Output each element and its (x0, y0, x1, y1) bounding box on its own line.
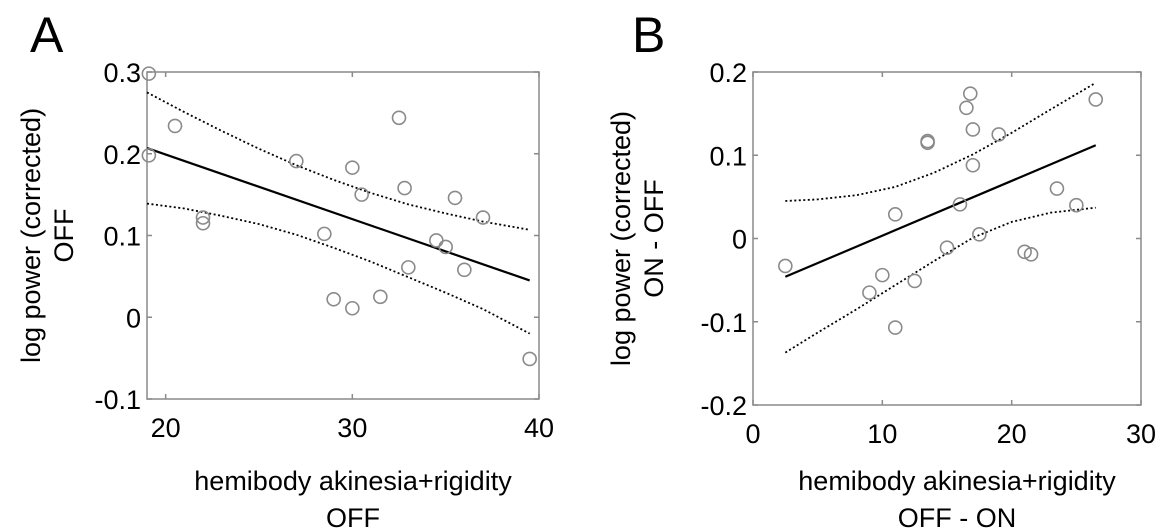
data-point (907, 273, 922, 289)
x-axis-label: hemibody akinesia+rigidity (798, 466, 1116, 496)
data-point (289, 153, 304, 169)
x-tick-label: 20 (151, 413, 181, 443)
data-point (965, 157, 981, 173)
confidence-band-upper (785, 82, 1097, 202)
regression-line (784, 144, 1097, 278)
x-tick-label: 0 (745, 419, 760, 449)
plot-frame (146, 71, 540, 400)
data-point (141, 66, 157, 81)
data-point (447, 190, 463, 206)
plot-frame (752, 71, 1142, 406)
data-point (391, 110, 407, 126)
data-point (167, 118, 183, 134)
x-axis-label: hemibody akinesia+rigidity (194, 466, 512, 496)
data-point (317, 226, 332, 242)
confidence-band-upper (146, 91, 530, 231)
data-point (373, 289, 388, 305)
x-tick-label: 40 (524, 413, 554, 443)
data-point (965, 122, 981, 137)
y-tick-label: 0.3 (103, 58, 141, 88)
data-point (401, 260, 416, 275)
data-point (397, 180, 412, 196)
data-point (522, 351, 537, 367)
data-point (920, 135, 935, 151)
x-tick-label: 30 (337, 413, 367, 443)
y-tick-label: 0.2 (103, 140, 141, 170)
data-point (939, 240, 955, 255)
data-point (195, 210, 211, 225)
y-tick-label: -0.1 (700, 308, 747, 338)
data-point (354, 187, 369, 202)
data-point (345, 160, 360, 175)
data-point (952, 197, 968, 212)
data-point (1017, 244, 1032, 260)
y-axis-label-condition: OFF (49, 209, 79, 263)
y-tick-label: 0 (126, 303, 141, 333)
y-axis-label-condition: ON - OFF (639, 179, 669, 297)
data-point (875, 267, 890, 283)
x-tick-label: 30 (1126, 419, 1156, 449)
y-tick-label: -0.2 (700, 391, 747, 421)
data-point (991, 127, 1007, 142)
data-point (429, 233, 444, 248)
data-point (195, 215, 211, 231)
data-point (959, 100, 974, 116)
x-tick-label: 10 (867, 419, 897, 449)
data-point (1088, 92, 1104, 107)
data-point (141, 148, 157, 163)
regression-line (146, 146, 531, 282)
chart-panel-b: B 0 10 20 30 -0.2 -0.1 0 0.1 0.2 log power (correc… (606, 7, 1156, 530)
y-tick-label: 0 (732, 225, 747, 255)
data-point (778, 258, 793, 274)
data-point (962, 86, 978, 101)
confidence-band-lower (784, 206, 1096, 354)
data-point (1069, 197, 1084, 213)
confidence-band-lower (146, 202, 531, 335)
x-axis-label-condition: OFF - ON (898, 503, 1016, 530)
panel-label: B (632, 7, 665, 63)
panel-label: A (30, 7, 64, 63)
x-axis-label-condition: OFF (326, 503, 380, 530)
y-tick-label: 0.1 (709, 141, 747, 171)
y-tick-label: 0.2 (709, 58, 747, 88)
data-point (457, 262, 472, 278)
y-tick-label: 0.1 (103, 222, 141, 252)
data-point (887, 207, 903, 222)
data-point (345, 300, 360, 316)
y-axis-label: log power (corrected) (606, 111, 636, 366)
data-point (862, 285, 877, 300)
x-tick-label: 20 (997, 419, 1027, 449)
data-point (972, 227, 987, 242)
y-axis-label: log power (corrected) (16, 108, 46, 363)
data-point (887, 320, 903, 335)
y-tick-label: -0.1 (94, 385, 141, 415)
chart-panel-a: A 20 30 40 -0.1 0 0.1 0.2 0.3 log power (correcte… (16, 7, 554, 530)
data-point (438, 239, 453, 255)
data-point (1049, 181, 1065, 196)
data-point (1023, 247, 1039, 262)
data-point (326, 291, 341, 307)
data-point (475, 210, 491, 225)
